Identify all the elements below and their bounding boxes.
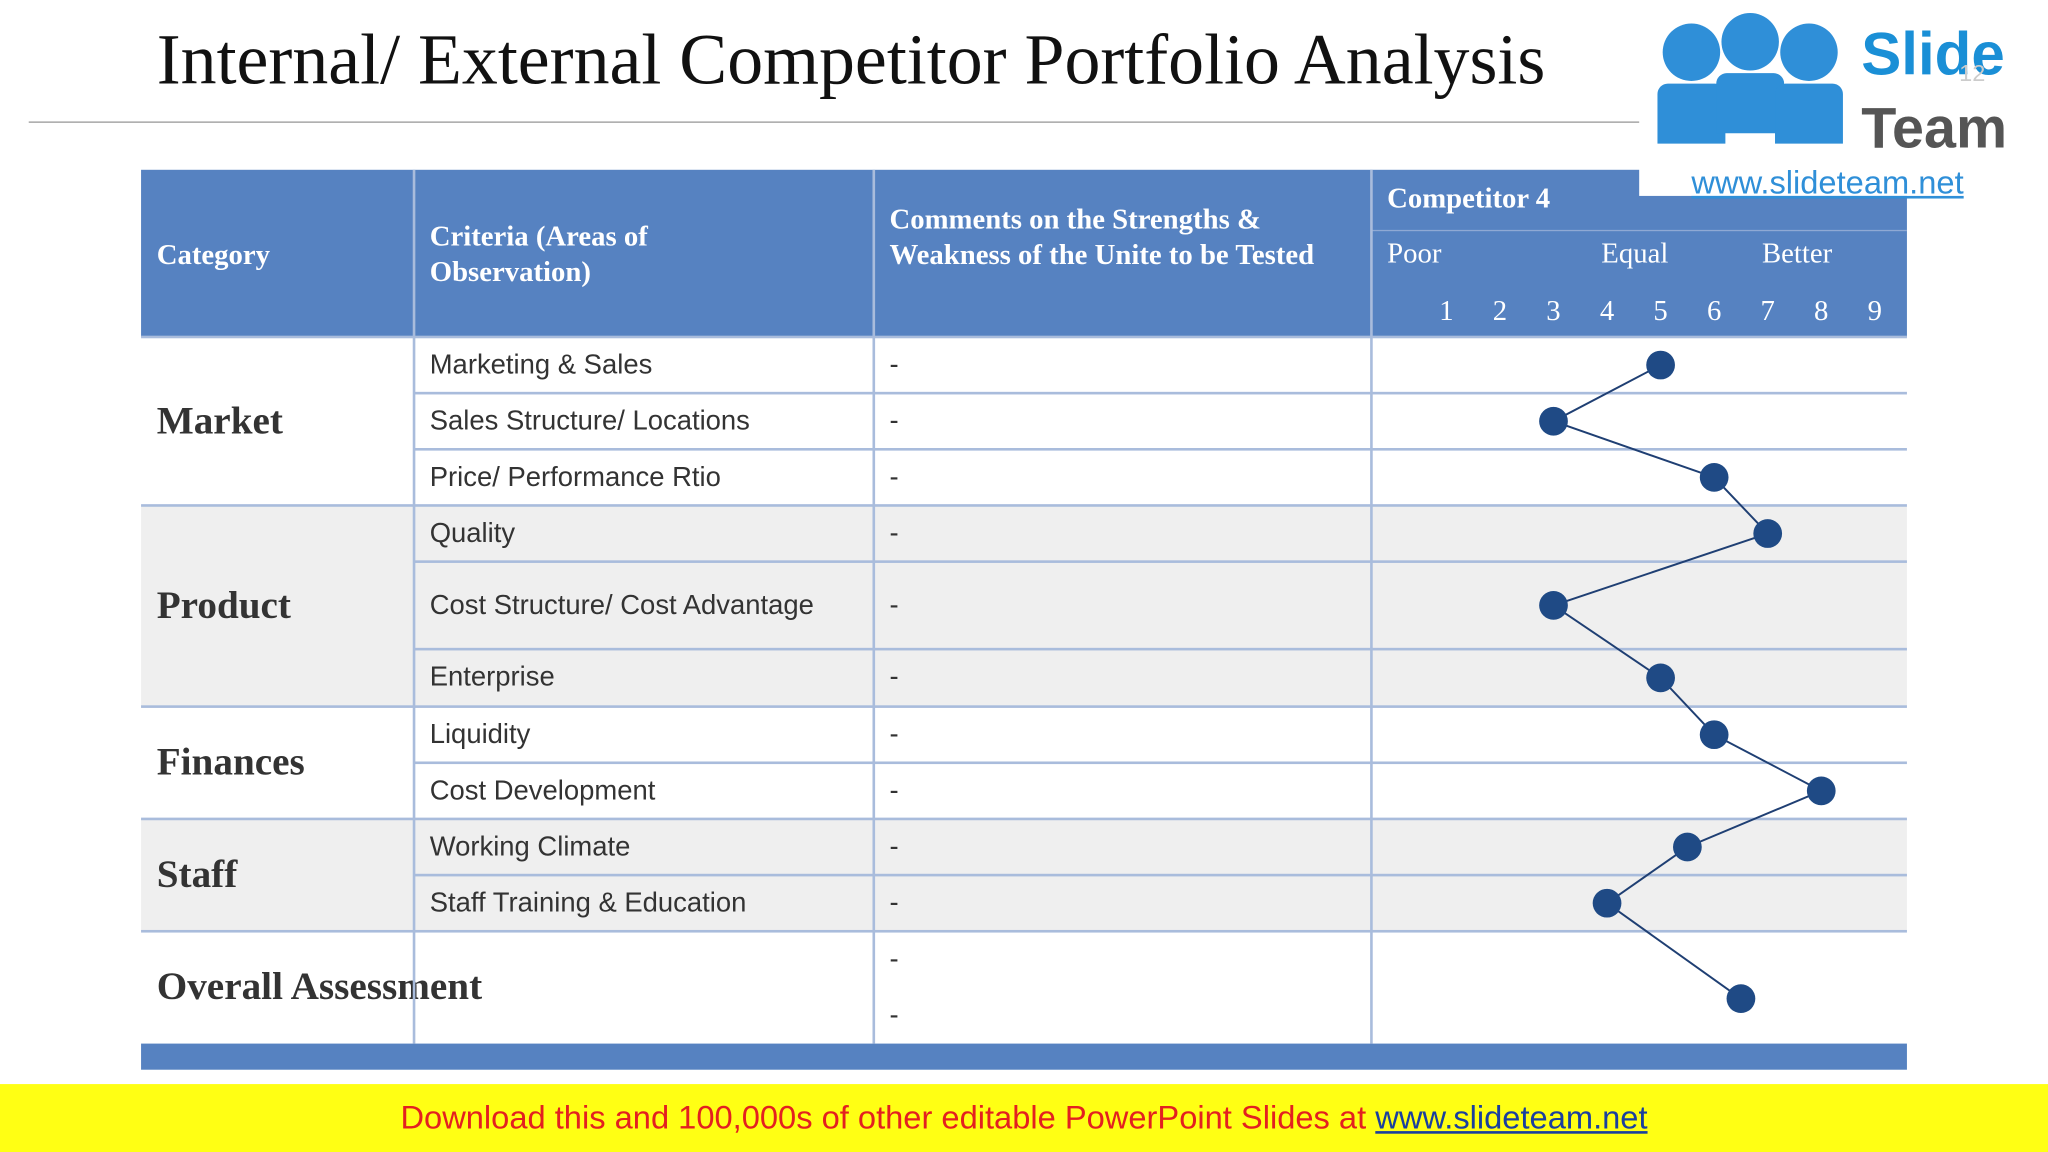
rating-dot (1699, 720, 1729, 750)
download-banner: Download this and 100,000s of other edit… (0, 1084, 2048, 1152)
scale-tick-label: 7 (1760, 293, 1775, 327)
scale-rule (1371, 229, 1907, 232)
category-cell: Finances (156, 740, 305, 784)
column-line (872, 169, 876, 1044)
logo-body (1657, 83, 1726, 144)
logo-head (1721, 13, 1779, 71)
category-cell: Overall Assessment (156, 965, 483, 1009)
logo-head (1780, 23, 1838, 81)
comment-cell: - (889, 462, 899, 493)
row-line (414, 447, 1907, 451)
group-line (141, 705, 1907, 708)
rating-dot (1806, 776, 1836, 806)
column-line (412, 169, 416, 1044)
criteria-cell: Working Climate (429, 831, 631, 863)
header-comments: Comments on the Strengths & Weakness of … (889, 202, 1315, 271)
rating-dot (1646, 350, 1675, 380)
scale-tick-label: 9 (1867, 293, 1882, 327)
scale-tick-label: 1 (1439, 293, 1454, 327)
rating-dot (1646, 663, 1675, 693)
scale-label: Better (1761, 236, 1833, 270)
rating-dot (1753, 519, 1783, 548)
comment-cell: - (889, 944, 899, 975)
criteria-cell: Quality (429, 518, 516, 549)
logo-head (1662, 23, 1721, 81)
logo-slide: Slide (1861, 19, 2005, 88)
comment-cell: - (889, 1000, 899, 1031)
criteria-cell: Marketing & Sales (429, 350, 653, 381)
scale-tick-label: 6 (1706, 293, 1722, 327)
comment-cell: - (889, 888, 899, 919)
title-rule (28, 121, 1641, 123)
rating-dot (1673, 832, 1702, 862)
logo-url: www.slideteam.net (1691, 164, 1964, 202)
logo-team: Team (1861, 96, 2008, 161)
scale-tick-label: 2 (1492, 293, 1508, 327)
group-line (141, 335, 1907, 339)
category-cell: Market (156, 399, 283, 443)
criteria-cell: Enterprise (429, 662, 555, 693)
group-band (141, 336, 1907, 506)
criteria-cell: Staff Training & Education (429, 888, 747, 919)
scale-tick-label: 8 (1814, 293, 1829, 327)
header-category: Category (156, 237, 271, 271)
rating-dot (1726, 984, 1756, 1014)
comment-cell: - (889, 518, 899, 549)
comment-cell: - (889, 406, 899, 437)
banner-text: Download this and 100,000s of other edit… (400, 1099, 1367, 1136)
comment-cell: - (889, 831, 899, 863)
criteria-cell: Cost Structure/ Cost Advantage (429, 590, 814, 621)
comment-cell: - (889, 662, 899, 693)
scale-tick-label: 4 (1599, 293, 1615, 327)
comment-cell: - (889, 350, 899, 381)
category-cell: Product (156, 583, 291, 627)
slide-number: 12 (1959, 60, 1986, 87)
scale-label: Equal (1601, 236, 1669, 270)
column-line (1370, 169, 1373, 1044)
header-criteria: Criteria (Areas of Observation) (429, 219, 648, 288)
slide-title: Internal/ External Competitor Portfolio … (156, 19, 1546, 100)
banner-link[interactable]: www.slideteam.net (1375, 1099, 1648, 1136)
comment-cell: - (889, 775, 899, 806)
scale-label: Poor (1387, 236, 1442, 270)
comment-cell: - (889, 719, 899, 750)
group-band (141, 505, 1907, 707)
rating-dot (1699, 463, 1729, 492)
criteria-cell: Cost Development (429, 775, 656, 806)
row-line (414, 391, 1907, 395)
scale-tick-label: 5 (1653, 293, 1668, 327)
row-line (414, 761, 1907, 765)
criteria-cell: Sales Structure/ Locations (429, 406, 750, 437)
category-cell: Staff (156, 852, 238, 896)
logo-body (1775, 83, 1843, 144)
group-line (141, 504, 1907, 507)
comment-cell: - (889, 590, 899, 621)
scale-tick-label: 3 (1546, 293, 1561, 327)
criteria-cell: Price/ Performance Rtio (429, 462, 721, 493)
row-line (414, 873, 1907, 877)
criteria-cell: Liquidity (429, 719, 531, 750)
rating-dot (1539, 406, 1568, 436)
logo-body (1716, 73, 1785, 134)
footer-band (141, 1043, 1907, 1070)
row-line (414, 647, 1907, 651)
header-band (141, 169, 1907, 337)
group-line (141, 929, 1907, 933)
header-competitor: Competitor 4 (1387, 181, 1551, 215)
row-line (414, 560, 1907, 563)
group-line (141, 817, 1907, 821)
rating-dot (1592, 888, 1622, 918)
rating-dot (1539, 591, 1568, 620)
